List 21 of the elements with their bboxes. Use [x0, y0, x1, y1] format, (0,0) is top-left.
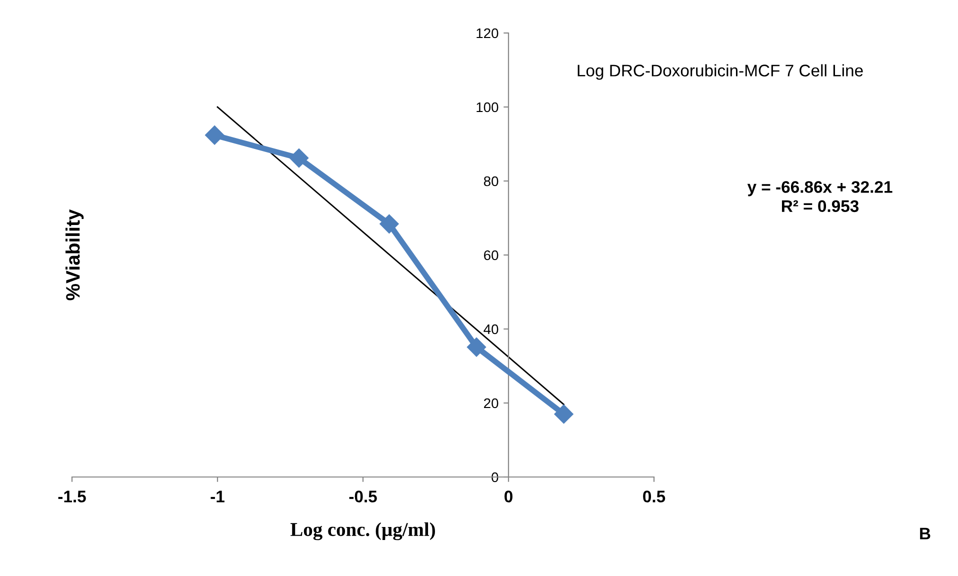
- x-tick-label: -1.5: [58, 490, 86, 502]
- point: [380, 214, 399, 234]
- x-axis-title: Log conc. (µg/ml): [290, 522, 435, 540]
- y-tick-label: 80: [484, 176, 498, 186]
- y-tick-label: 60: [484, 250, 498, 260]
- x-tick-label: 0: [504, 490, 512, 502]
- y-tick-label: 40: [484, 324, 498, 334]
- x-tick-label: 0.5: [643, 490, 666, 502]
- text: y = -66.86x + 32.21 R² = 0.953: [747, 181, 892, 212]
- point: [289, 148, 309, 168]
- y-tick-label: 100: [476, 102, 498, 112]
- text: B: [920, 528, 930, 540]
- y-tick-label: 120: [476, 28, 498, 38]
- x-tick-label: -1: [210, 490, 224, 502]
- y-tick-label: 20: [484, 398, 498, 408]
- point: [554, 404, 574, 424]
- text: Log DRC-Doxorubicin-MCF 7 Cell Line: [578, 64, 863, 80]
- x-tick-label: -0.5: [349, 490, 377, 502]
- point: [205, 126, 224, 145]
- point: [466, 338, 486, 357]
- y-axis-title: %Viability: [66, 209, 84, 300]
